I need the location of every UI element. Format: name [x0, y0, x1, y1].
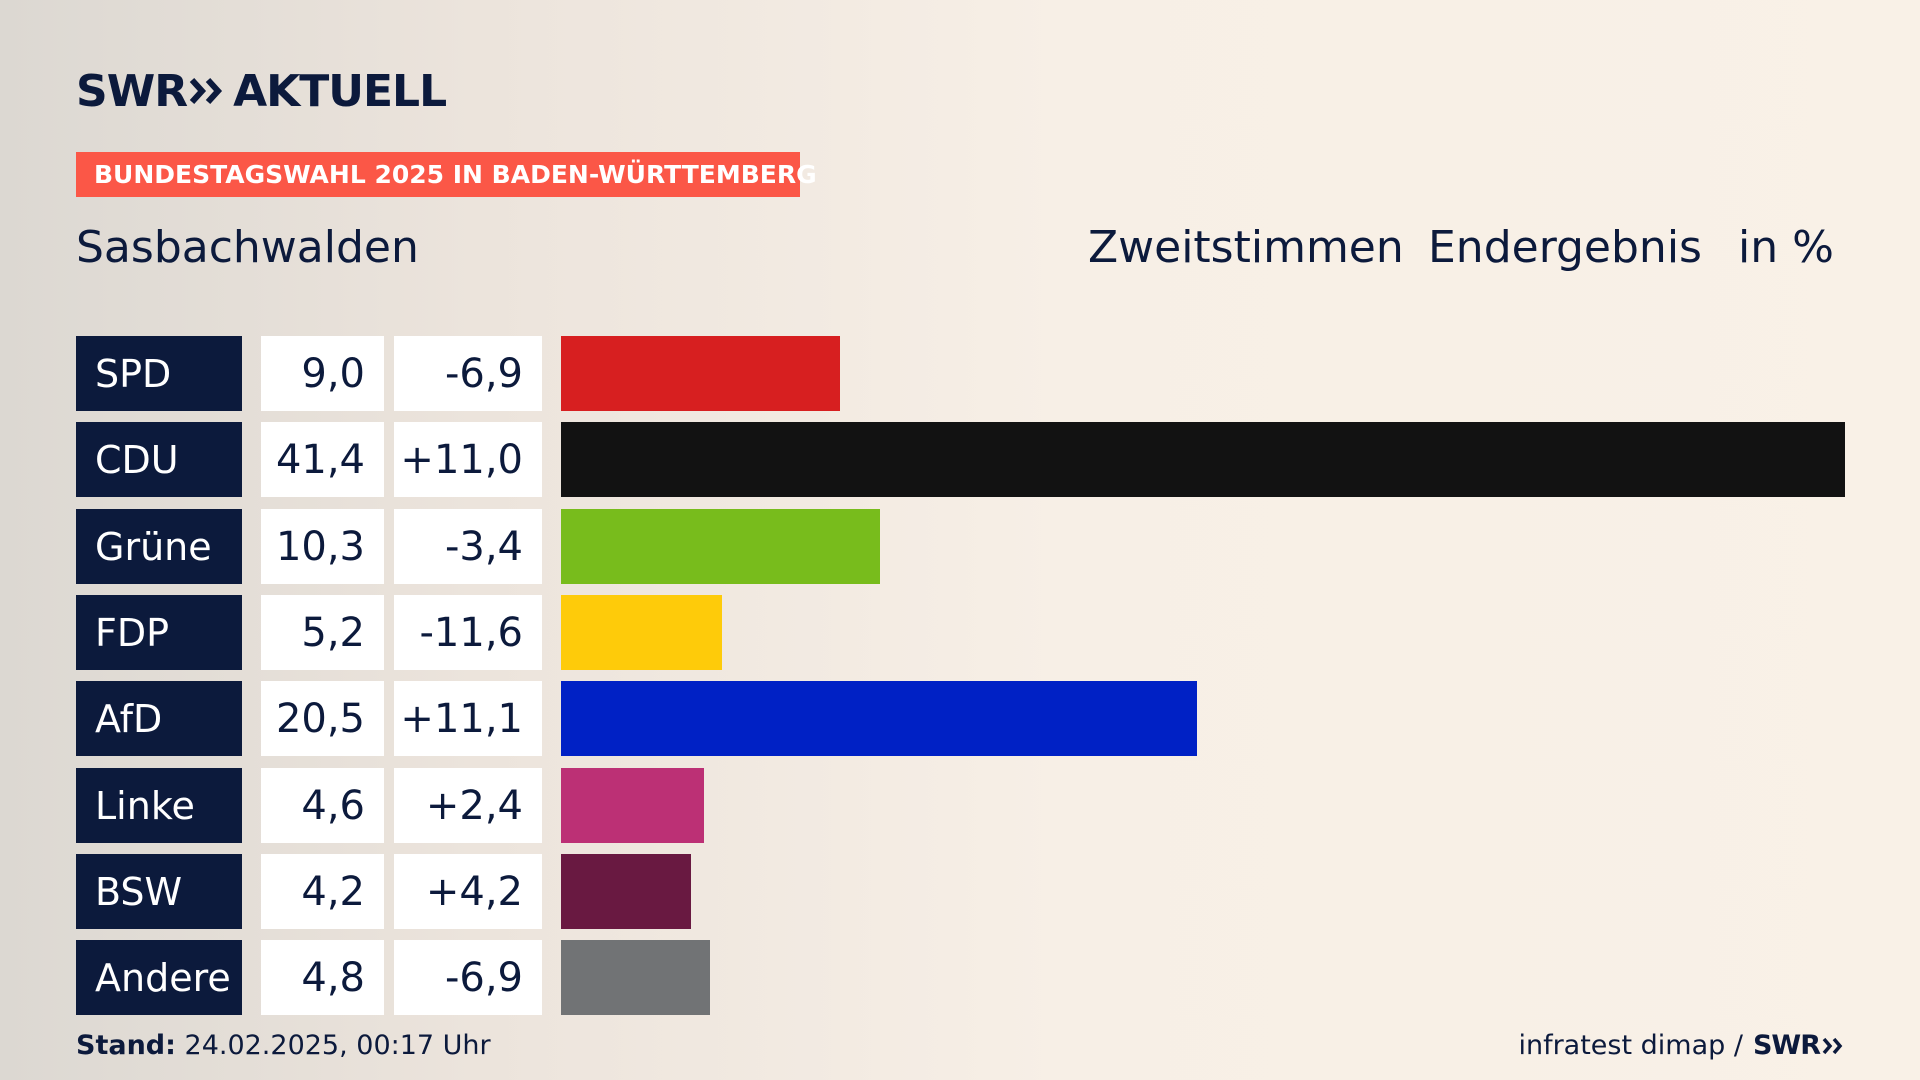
diff-label: -11,6: [394, 595, 542, 670]
timestamp: Stand: 24.02.2025, 00:17 Uhr: [76, 1030, 491, 1061]
logo-swr-text: SWR: [76, 65, 188, 117]
value-label: 41,4: [261, 422, 384, 497]
party-label: Linke: [76, 768, 242, 843]
bar: [561, 768, 704, 843]
double-chevron-icon: [189, 77, 223, 105]
value-label: 10,3: [261, 509, 384, 584]
result-row-linke: Linke 4,6 +2,4: [0, 768, 1920, 843]
party-label: Andere: [76, 940, 242, 1015]
bar: [561, 509, 880, 584]
value-label: 9,0: [261, 336, 384, 411]
party-label: SPD: [76, 336, 242, 411]
diff-label: -6,9: [394, 940, 542, 1015]
party-label: FDP: [76, 595, 242, 670]
result-row-fdp: FDP 5,2 -11,6: [0, 595, 1920, 670]
place-title: Sasbachwalden: [76, 222, 419, 273]
party-label: BSW: [76, 854, 242, 929]
bar: [561, 422, 1845, 497]
value-label: 4,6: [261, 768, 384, 843]
diff-label: +11,1: [394, 681, 542, 756]
bar: [561, 854, 691, 929]
unit-label: in %: [1738, 222, 1834, 273]
party-label: AfD: [76, 681, 242, 756]
diff-label: +4,2: [394, 854, 542, 929]
result-row-cdu: CDU 41,4 +11,0: [0, 422, 1920, 497]
party-label: Grüne: [76, 509, 242, 584]
swr-aktuell-logo: SWR AKTUELL: [76, 65, 447, 117]
diff-label: -6,9: [394, 336, 542, 411]
result-status-label: Endergebnis: [1428, 222, 1702, 273]
stand-label: Stand:: [76, 1030, 176, 1061]
result-row-bsw: BSW 4,2 +4,2: [0, 854, 1920, 929]
election-banner: BUNDESTAGSWAHL 2025 IN BADEN-WÜRTTEMBERG: [76, 152, 817, 197]
diff-label: +2,4: [394, 768, 542, 843]
diff-label: -3,4: [394, 509, 542, 584]
source-text: infratest dimap /: [1518, 1030, 1743, 1061]
stand-value: 24.02.2025, 00:17 Uhr: [184, 1030, 491, 1061]
party-label: CDU: [76, 422, 242, 497]
result-row-afd: AfD 20,5 +11,1: [0, 681, 1920, 756]
vote-type-label: Zweitstimmen: [1088, 222, 1404, 273]
logo-aktuell-text: AKTUELL: [233, 65, 447, 117]
value-label: 4,8: [261, 940, 384, 1015]
result-row-gr-ne: Grüne 10,3 -3,4: [0, 509, 1920, 584]
bar: [561, 336, 840, 411]
result-row-spd: SPD 9,0 -6,9: [0, 336, 1920, 411]
double-chevron-icon: [1822, 1037, 1843, 1054]
bar: [561, 681, 1197, 756]
value-label: 4,2: [261, 854, 384, 929]
value-label: 5,2: [261, 595, 384, 670]
footer-swr-text: SWR: [1752, 1030, 1821, 1061]
diff-label: +11,0: [394, 422, 542, 497]
result-row-andere: Andere 4,8 -6,9: [0, 940, 1920, 1015]
bar: [561, 595, 722, 670]
value-label: 20,5: [261, 681, 384, 756]
source-credit: infratest dimap / SWR: [1518, 1030, 1844, 1061]
bar: [561, 940, 710, 1015]
